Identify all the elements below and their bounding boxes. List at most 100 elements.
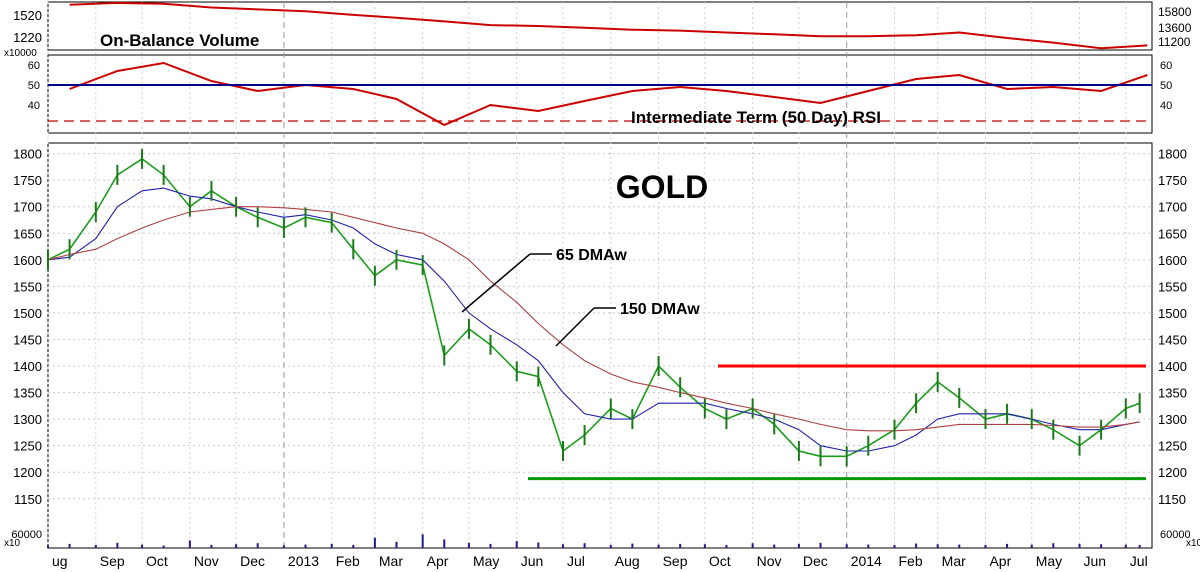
price-tick-right: 1400: [1158, 359, 1187, 374]
volume-bar: [797, 543, 800, 548]
price-tick-left: 1650: [13, 226, 42, 241]
price-tick-right: 1450: [1158, 332, 1187, 347]
volume-tick-right: 60000: [1160, 529, 1191, 541]
price-tick-left: 1700: [13, 200, 42, 215]
x-tick-label: Nov: [194, 553, 219, 569]
x-tick-label: Sep: [663, 553, 688, 569]
rsi-tick-right: 60: [1160, 60, 1172, 72]
volume-bar: [1052, 543, 1055, 548]
volume-bar: [116, 542, 119, 548]
price-tick-left: 1150: [14, 492, 42, 507]
price-panel-frame: [47, 142, 1153, 549]
volume-bar: [235, 544, 238, 548]
volume-unit-left: x10: [4, 538, 21, 549]
price-tick-right: 1250: [1158, 439, 1187, 454]
x-tick-label: Dec: [803, 553, 828, 569]
obv-tick-right: 15800: [1158, 5, 1192, 19]
volume-bar: [657, 544, 660, 548]
price-gridlines: [48, 153, 1152, 500]
x-tick-label: Mar: [942, 553, 966, 569]
volume-bar: [751, 543, 754, 548]
x-tick-label: Oct: [709, 553, 731, 569]
price-tick-right: 1700: [1158, 200, 1187, 215]
obv-title: On-Balance Volume: [100, 31, 259, 50]
volume-bar: [467, 542, 470, 548]
volume-bar: [1006, 543, 1009, 548]
volume-bar: [1030, 544, 1033, 548]
x-tick-label: Apr: [427, 553, 449, 569]
volume-bar: [94, 544, 97, 548]
rsi-tick-left: 60: [28, 60, 40, 72]
volume-tick-left: 60000: [11, 529, 42, 541]
x-tick-label: 2014: [851, 553, 882, 569]
x-tick-label: Jun: [1084, 553, 1107, 569]
x-tick-label: 2013: [288, 553, 319, 569]
annotation-leader-65: [461, 253, 531, 313]
volume-bar: [421, 534, 424, 548]
price-tick-right: 1150: [1158, 492, 1186, 507]
volume-bar: [867, 544, 870, 548]
volume-bar: [210, 544, 213, 548]
price-tick-left: 1750: [13, 173, 42, 188]
obv-tick-right: 11200: [1158, 35, 1191, 49]
x-tick-label: Feb: [336, 553, 360, 569]
annotation-150dmaw: 150 DMAw: [620, 301, 700, 318]
x-tick-label: Nov: [757, 553, 782, 569]
volume-bar: [958, 544, 961, 548]
price-tick-right: 1200: [1158, 465, 1187, 480]
rsi-title: Intermediate Term (50 Day) RSI: [631, 108, 881, 127]
volume-bar: [703, 544, 706, 548]
x-tick-label: Jul: [1130, 553, 1148, 569]
price-line: [47, 157, 1140, 458]
annotation-65dmaw: 65 DMAw: [556, 247, 627, 264]
rsi-tick-left: 50: [28, 80, 40, 92]
volume-bar: [395, 541, 398, 548]
annotation-leader-150: [555, 307, 595, 347]
price-tick-left: 1550: [13, 279, 42, 294]
x-tick-label: Oct: [146, 553, 168, 569]
volume-bar: [984, 544, 987, 548]
x-tick-label: Jun: [521, 553, 544, 569]
volume-bars: [47, 534, 1141, 548]
volume-bar: [304, 544, 307, 548]
x-tick-label: Dec: [240, 553, 265, 569]
price-tick-left: 1500: [13, 306, 42, 321]
price-tick-right: 1800: [1158, 147, 1187, 162]
x-tick-label: Feb: [899, 553, 923, 569]
price-tick-left: 1800: [13, 147, 42, 162]
rsi-tick-left: 40: [28, 100, 40, 112]
volume-bar: [1100, 544, 1103, 548]
x-tick-label: May: [473, 553, 499, 569]
x-tick-label: Aug: [615, 553, 640, 569]
volume-bar: [583, 543, 586, 548]
obv-tick-left: 1220: [13, 30, 42, 45]
volume-bar: [352, 544, 355, 548]
price-tick-right: 1350: [1158, 386, 1187, 401]
volume-bar: [489, 543, 492, 548]
volume-bar: [282, 545, 285, 548]
volume-bar: [936, 544, 939, 548]
x-tick-label: Sep: [100, 553, 125, 569]
ma65-line: [47, 187, 1140, 452]
volume-bar: [845, 544, 848, 548]
volume-bar: [609, 544, 612, 548]
volume-bar: [679, 543, 682, 548]
price-tick-right: 1650: [1158, 226, 1187, 241]
volume-bar: [47, 545, 49, 548]
price-bars: [47, 148, 1141, 467]
x-tick-label: ug: [52, 553, 68, 569]
volume-bar: [443, 539, 446, 548]
price-tick-left: 1350: [13, 386, 42, 401]
rsi-tick-right: 50: [1160, 80, 1172, 92]
ma150-line: [47, 206, 1140, 432]
volume-bar: [162, 545, 165, 548]
rsi-tick-right: 40: [1160, 100, 1172, 112]
x-tick-label: May: [1036, 553, 1062, 569]
volume-bar: [915, 543, 918, 548]
volume-bar: [725, 544, 728, 548]
rsi-line: [69, 61, 1148, 127]
volume-bar: [330, 543, 333, 548]
obv-tick-left: 1520: [13, 8, 42, 23]
volume-bar: [1138, 544, 1141, 548]
